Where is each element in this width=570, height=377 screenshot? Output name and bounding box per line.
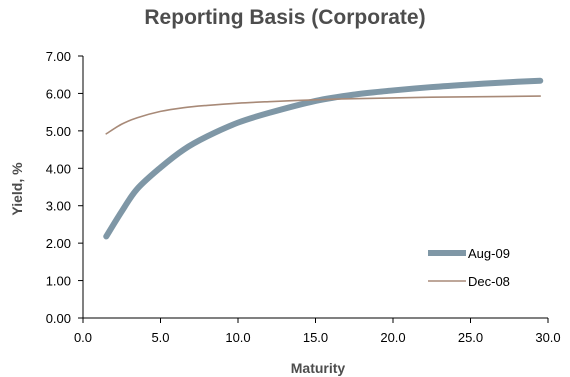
axis-ticks: 0.00 1.00 2.00 3.00 4.00 5.00 6.00 7.00 0.0 5.0 10… bbox=[46, 49, 561, 345]
y-tick-label: 5.00 bbox=[46, 124, 71, 139]
y-tick-label: 7.00 bbox=[46, 49, 71, 64]
y-tick-label: 4.00 bbox=[46, 161, 71, 176]
legend-label-dec-08: Dec-08 bbox=[468, 274, 510, 289]
series-line-aug-09 bbox=[103, 77, 544, 240]
x-tick-label: 5.0 bbox=[151, 330, 169, 345]
series-lines bbox=[103, 77, 544, 240]
x-tick-label: 30.0 bbox=[535, 330, 560, 345]
y-tick-label: 1.00 bbox=[46, 274, 71, 289]
x-tick-label: 0.0 bbox=[74, 330, 92, 345]
y-tick-label: 0.00 bbox=[46, 311, 71, 326]
y-tick-label: 2.00 bbox=[46, 236, 71, 251]
y-axis-label: Yield, % bbox=[9, 162, 25, 216]
legend-label-aug-09: Aug-09 bbox=[468, 246, 510, 261]
x-tick-label: 20.0 bbox=[380, 330, 405, 345]
x-tick-label: 25.0 bbox=[458, 330, 483, 345]
y-tick-label: 3.00 bbox=[46, 199, 71, 214]
legend: Aug-09 Dec-08 bbox=[428, 246, 510, 289]
x-tick-label: 15.0 bbox=[303, 330, 328, 345]
x-tick-label: 10.0 bbox=[225, 330, 250, 345]
x-axis-label: Maturity bbox=[291, 360, 346, 376]
y-tick-label: 6.00 bbox=[46, 86, 71, 101]
series-line-dec-08 bbox=[105, 95, 542, 135]
chart-title: Reporting Basis (Corporate) bbox=[144, 6, 426, 29]
